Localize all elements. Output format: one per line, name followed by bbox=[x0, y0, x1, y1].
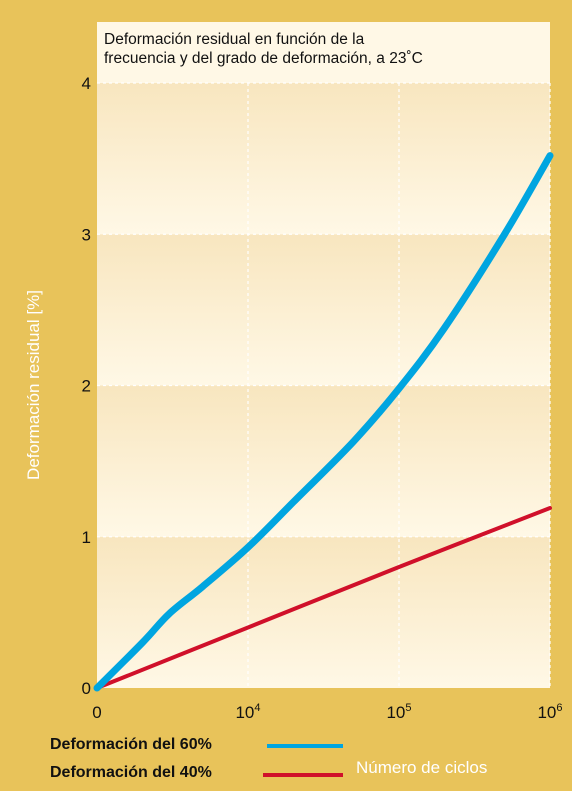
grid-band bbox=[97, 83, 550, 235]
legend-swatch-40 bbox=[263, 773, 343, 777]
legend-label-40: Deformación del 40% bbox=[50, 764, 212, 781]
legend-swatch-60 bbox=[267, 744, 343, 748]
chart-title-line-1: Deformación residual en función de la bbox=[104, 31, 365, 48]
grid-band bbox=[97, 234, 550, 386]
x-axis-label: Número de ciclos bbox=[356, 758, 488, 777]
y-tick-label: 1 bbox=[82, 528, 91, 547]
chart-title: Deformación residual en función de la fr… bbox=[104, 30, 564, 68]
grid-band bbox=[97, 385, 550, 537]
y-axis-label: Deformación residual [%] bbox=[24, 290, 43, 480]
grid-band bbox=[97, 536, 550, 688]
series-line-40 bbox=[95, 506, 552, 690]
y-tick-label: 3 bbox=[82, 225, 91, 244]
legend-item-60: Deformación del 60% bbox=[50, 736, 212, 754]
x-tick-label: 0 bbox=[92, 703, 101, 722]
legend-label-60: Deformación del 60% bbox=[50, 736, 212, 753]
x-tick-label: 105 bbox=[386, 702, 411, 722]
y-tick-label: 0 bbox=[82, 679, 91, 698]
y-tick-label: 4 bbox=[82, 74, 91, 93]
chart-title-line-2: frecuencia y del grado de deformación, a… bbox=[104, 50, 423, 67]
title-area-band bbox=[97, 22, 550, 83]
series-line-60 bbox=[93, 152, 554, 692]
x-tick-label: 104 bbox=[235, 702, 260, 722]
x-tick-label: 106 bbox=[537, 702, 562, 722]
legend-item-40: Deformación del 40% bbox=[50, 764, 212, 782]
y-tick-label: 2 bbox=[82, 377, 91, 396]
